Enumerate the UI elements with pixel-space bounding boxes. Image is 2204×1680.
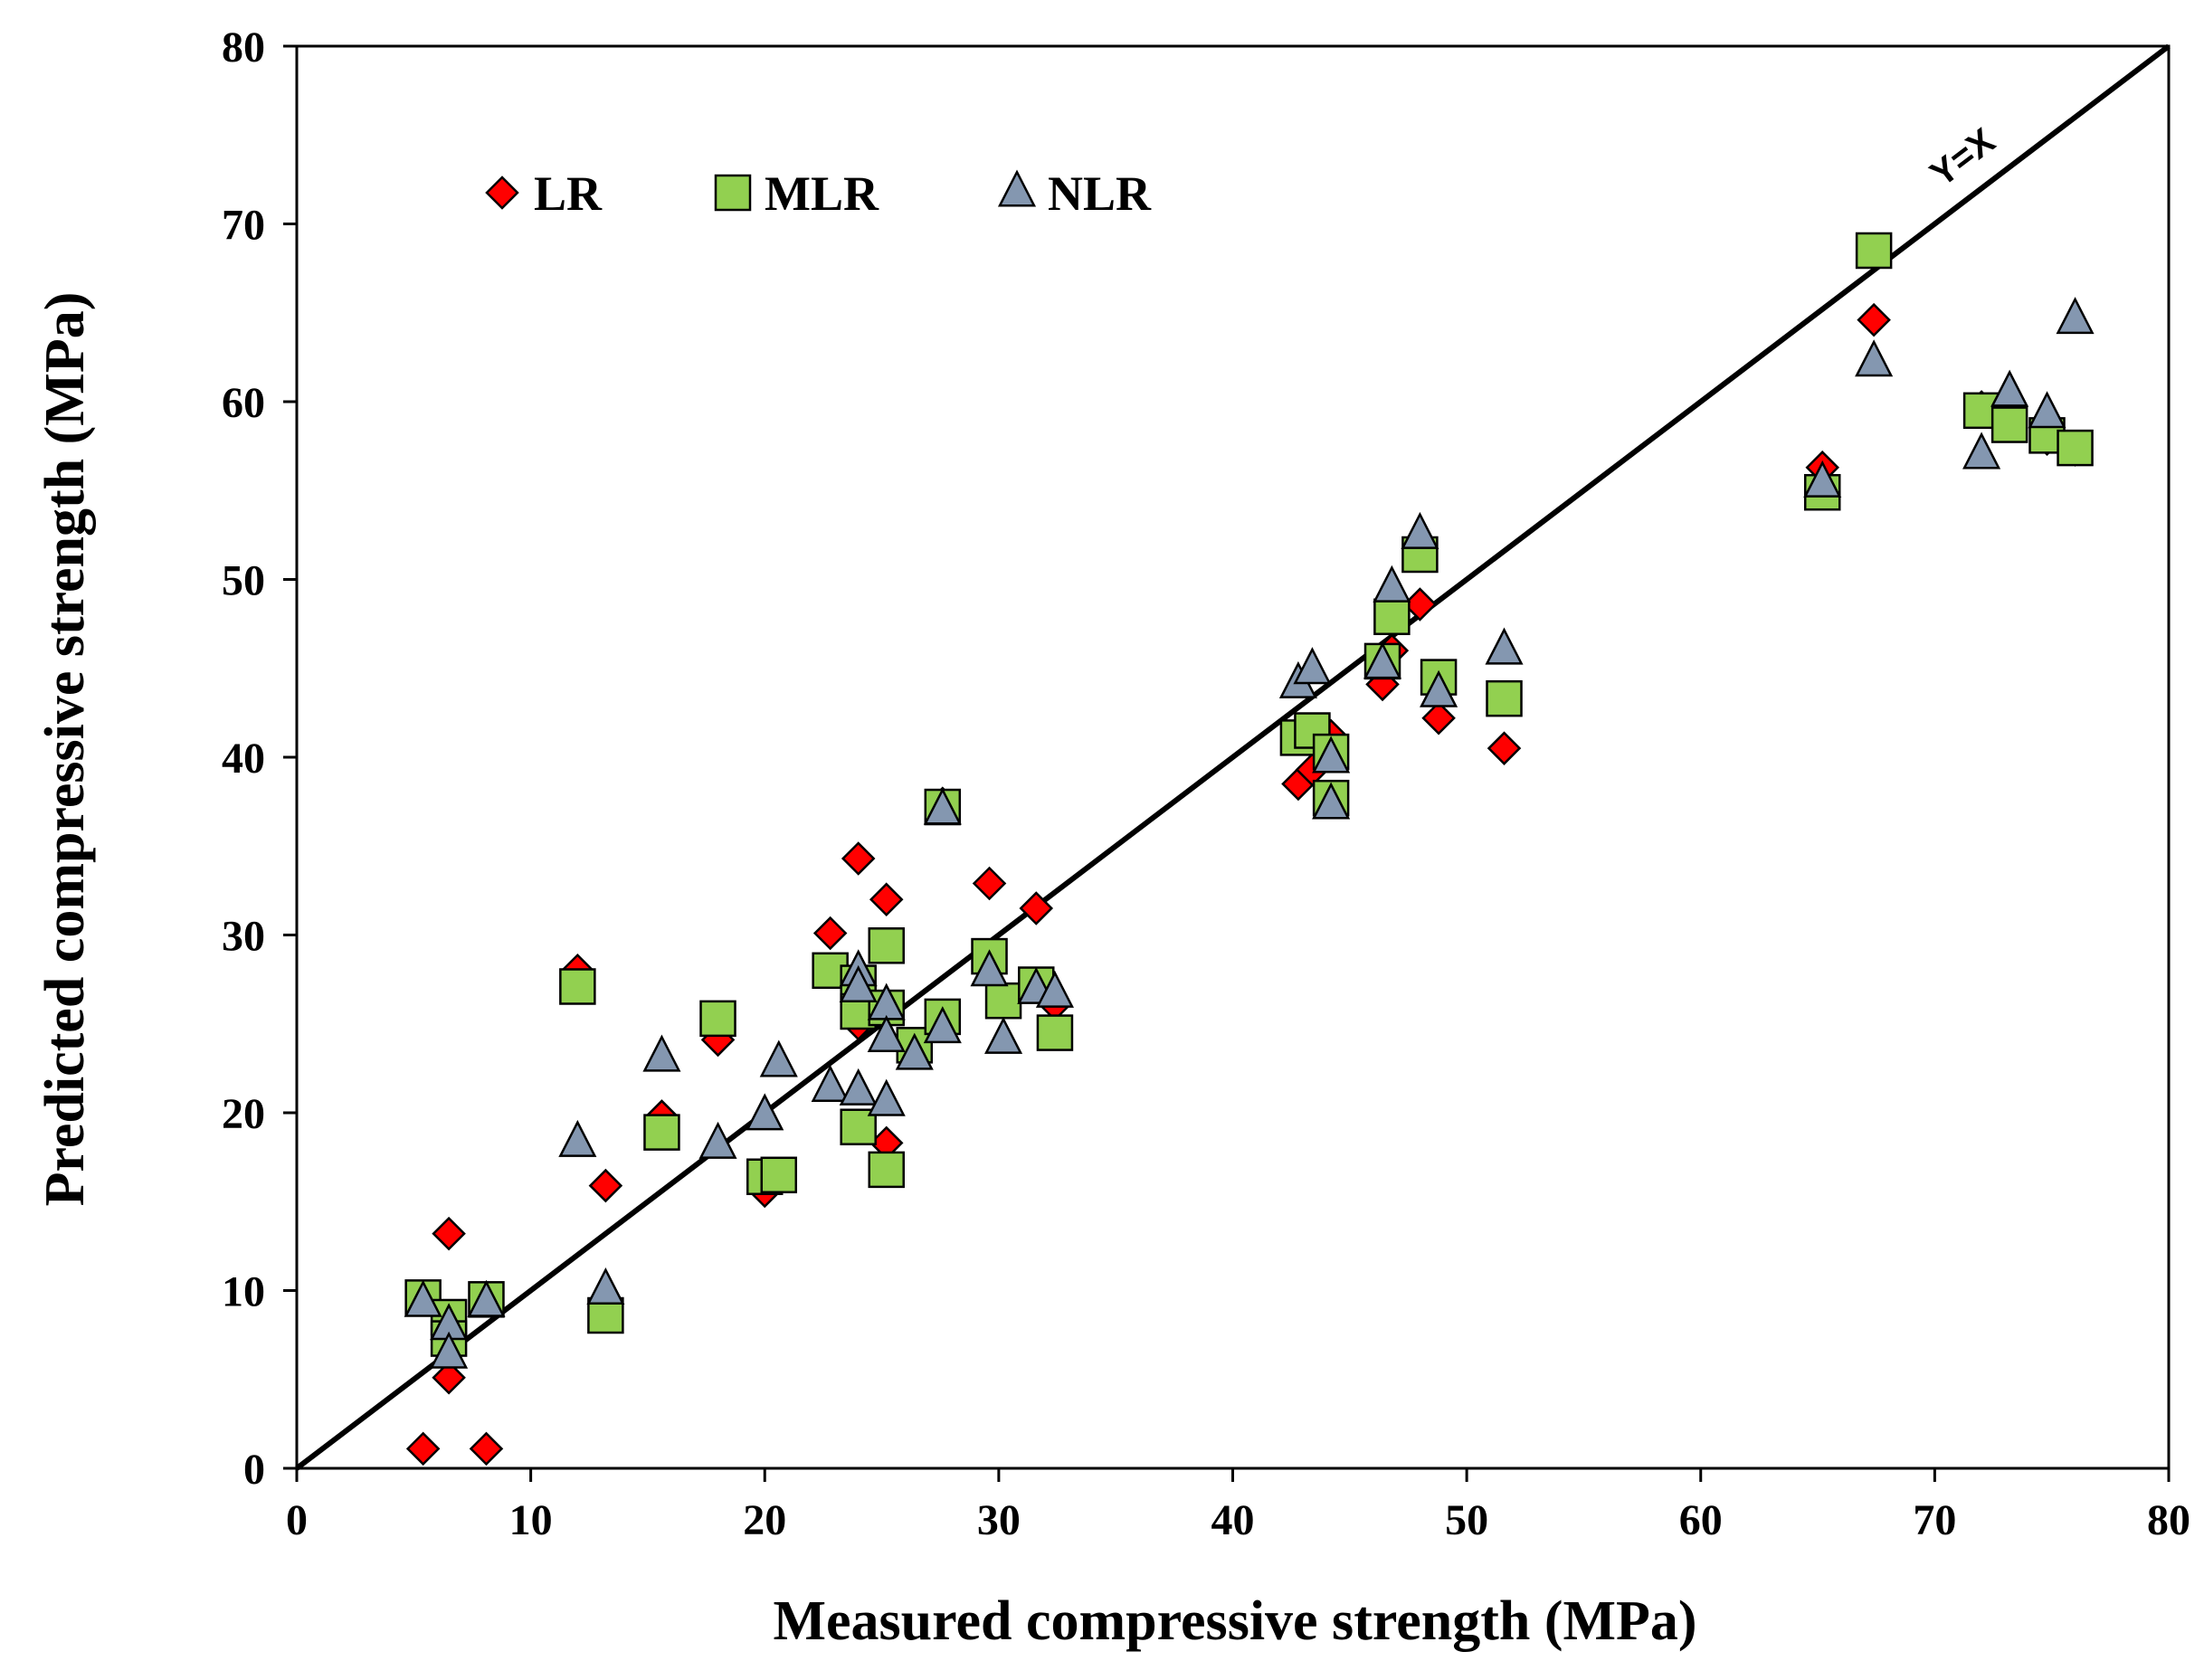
y-tick-label: 30 [222, 913, 265, 961]
data-point-lr [432, 1361, 466, 1395]
y-tick-label: 50 [222, 557, 265, 605]
data-point-nlr [1990, 369, 2029, 407]
data-point-nlr [867, 1078, 906, 1116]
data-point-nlr [467, 1279, 506, 1317]
data-point-lr [972, 866, 1007, 901]
data-point-mlr [2057, 429, 2094, 467]
data-point-nlr [1312, 782, 1351, 820]
data-point-nlr [586, 1267, 625, 1305]
data-point-nlr [1401, 511, 1439, 549]
y-axis-title: Predicted compressive strength (MPa) [34, 292, 96, 1207]
legend-marker-lr [485, 176, 519, 210]
x-tick-label: 40 [1211, 1496, 1255, 1544]
legend-label-lr: LR [534, 166, 603, 221]
x-axis-title: Measured compressive strength (MPa) [773, 1590, 1696, 1652]
data-point-nlr [404, 1279, 442, 1317]
data-point-nlr [895, 1032, 934, 1070]
data-point-nlr [1855, 339, 1894, 377]
y-tick-label: 10 [222, 1268, 265, 1316]
data-point-mlr [559, 968, 596, 1005]
data-point-nlr [698, 1121, 737, 1159]
data-point-lr [841, 841, 876, 876]
y-tick-label: 70 [222, 202, 265, 250]
data-point-mlr [984, 982, 1022, 1020]
reference-line [295, 43, 2171, 1471]
legend-marker-nlr [997, 169, 1037, 207]
data-point-mlr [868, 927, 905, 964]
data-point-nlr [1293, 647, 1332, 685]
data-point-nlr [839, 964, 878, 1002]
data-point-nlr [1373, 565, 1411, 603]
x-tick-label: 20 [743, 1496, 786, 1544]
axes-group: 0 10 20 30 40 50 60 70 80 0 10 20 30 40 50 60 70 80 [222, 24, 2190, 1544]
y-tick-label: 60 [222, 379, 265, 427]
data-point-lr [588, 1168, 623, 1203]
x-tick-label: 70 [1913, 1496, 1956, 1544]
data-point-mlr [1855, 232, 1893, 270]
data-point-lr [432, 1216, 466, 1251]
legend-label-nlr: NLR [1048, 166, 1152, 221]
x-tick-label: 0 [286, 1496, 308, 1544]
data-point-lr [405, 1431, 441, 1466]
data-point-nlr [1312, 736, 1351, 774]
legend-marker-mlr [714, 174, 752, 212]
data-point-lr [812, 916, 848, 951]
data-point-nlr [1420, 669, 1458, 707]
data-point-lr [1487, 731, 1522, 765]
y-tick-label: 40 [222, 735, 265, 783]
legend: LR MLR NLR [485, 166, 1152, 221]
data-point-nlr [923, 787, 962, 825]
data-point-nlr [1803, 460, 1842, 498]
data-point-mlr [1990, 406, 2028, 443]
data-point-nlr [1035, 970, 1074, 1008]
data-point-lr [469, 1431, 504, 1466]
data-point-nlr [867, 1014, 906, 1052]
x-tick-label: 10 [509, 1496, 553, 1544]
x-tick-label: 60 [1679, 1496, 1723, 1544]
y-tick-label: 0 [243, 1446, 265, 1494]
data-point-nlr [558, 1119, 597, 1157]
data-point-nlr [839, 1068, 878, 1106]
data-point-nlr [970, 949, 1009, 987]
y-tick-label: 80 [222, 24, 265, 71]
data-point-nlr [430, 1331, 469, 1369]
data-point-nlr [746, 1093, 784, 1131]
data-point-nlr [1485, 627, 1524, 665]
data-points-group [404, 232, 2095, 1466]
data-point-lr [869, 882, 904, 916]
data-point-mlr [868, 1151, 905, 1189]
data-point-mlr [643, 1114, 680, 1151]
series-nlr [404, 297, 2095, 1369]
x-tick-label: 30 [977, 1496, 1021, 1544]
data-point-mlr [699, 1000, 736, 1038]
data-point-mlr [1036, 1014, 1074, 1051]
data-point-nlr [811, 1064, 850, 1102]
data-point-lr [1857, 302, 1891, 337]
x-tick-label: 80 [2147, 1496, 2190, 1544]
data-point-nlr [923, 1006, 962, 1044]
data-point-nlr [1363, 641, 1402, 679]
data-point-nlr [1962, 432, 2001, 470]
data-point-mlr [760, 1156, 798, 1194]
x-tick-label: 50 [1445, 1496, 1488, 1544]
data-point-mlr [1486, 679, 1523, 717]
data-point-lr [1019, 891, 1054, 925]
data-point-nlr [642, 1034, 681, 1072]
data-point-nlr [984, 1016, 1023, 1054]
y-tick-label: 20 [222, 1090, 265, 1138]
data-point-lr [1421, 701, 1456, 736]
data-point-nlr [2056, 297, 2095, 335]
data-point-mlr [1373, 598, 1411, 636]
data-point-nlr [759, 1039, 798, 1077]
legend-label-mlr: MLR [765, 166, 879, 221]
data-point-nlr [2028, 391, 2066, 429]
